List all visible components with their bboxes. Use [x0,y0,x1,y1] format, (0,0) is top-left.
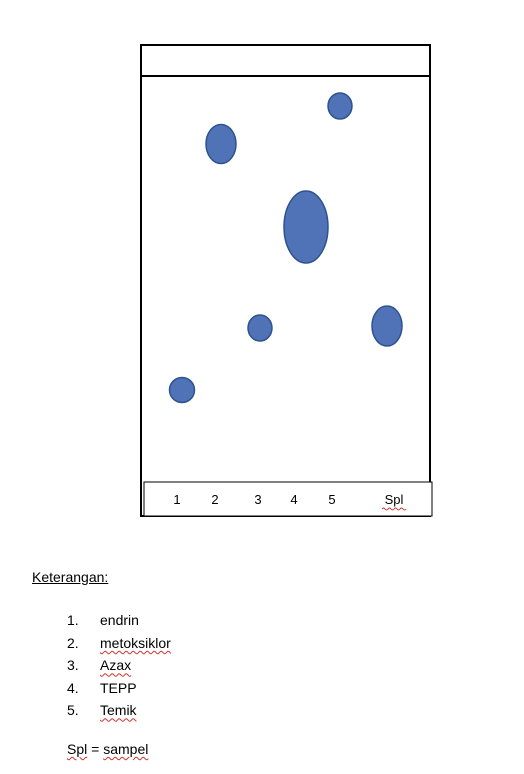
spellcheck-underline-spl [381,507,407,511]
legend-item-name: metoksiklor [100,634,171,651]
lane-label-4: 4 [290,492,297,507]
legend-item: 2. metoksiklor [67,632,171,655]
lane-label-1: 1 [173,492,180,507]
lane-label-2: 2 [211,492,218,507]
legend-item-name: TEPP [100,679,137,696]
legend-item-number: 4. [67,679,79,696]
legend-list: 1. endrin 2. metoksiklor 3. Azax 4. TEPP… [67,609,171,722]
spot-lane-5 [327,92,353,120]
legend-item-number: 1. [67,612,79,629]
plate-border [140,44,431,517]
legend-item: 3. Azax [67,654,171,677]
legend-item-name: Azax [100,657,132,674]
spot-lane-3 [247,314,273,342]
legend-item-number: 3. [67,657,79,674]
lane-label-box [143,481,433,517]
legend-title: Keterangan: [32,569,109,585]
lane-label-spl: Spl [385,492,404,507]
lane-label-3: 3 [254,492,261,507]
spot-lane-spl [371,305,403,347]
spot-lane-1 [168,376,196,404]
lane-label-5: 5 [328,492,335,507]
legend-item: 4. TEPP [67,677,171,700]
spot-lane-2 [205,123,237,165]
legend-item: 1. endrin [67,609,171,632]
legend-item-number: 2. [67,634,79,651]
spot-lane-4 [283,190,329,264]
footnote-abbreviation: Spl [67,741,88,757]
legend-item: 5. Temik [67,699,171,722]
legend-item-number: 5. [67,702,79,719]
legend-footnote: Spl = sampel [67,741,148,758]
legend-item-name: Temik [100,702,137,719]
footnote-separator: = [87,741,104,757]
footnote-meaning: sampel [103,741,149,757]
legend-item-name: endrin [100,612,139,629]
